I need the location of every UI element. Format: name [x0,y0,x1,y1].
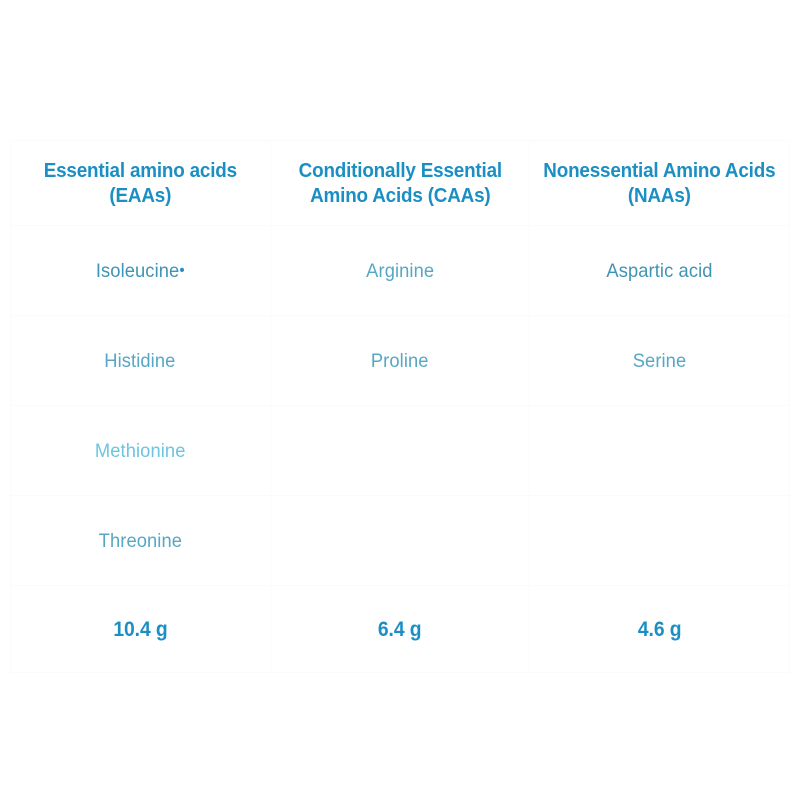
amino-acid-table: Essential amino acids (EAAs) Conditional… [10,140,790,673]
cell-naa-1: Aspartic acid [529,225,790,316]
cell-eaa-3-label: Methionine [95,439,186,462]
cell-eaa-4-label: Threonine [98,529,183,552]
cell-caa-4-empty [269,495,531,586]
bullet-marker-icon: • [179,261,185,279]
totals-row: 10.4 g 6.4 g 4.6 g [10,585,790,673]
cell-naa-1-label: Aspartic acid [606,259,713,282]
total-caa-value: 6.4 g [378,617,422,641]
total-eaa: 10.4 g [10,585,271,673]
total-eaa-value: 10.4 g [113,617,168,641]
table-row: Threonine [10,495,790,586]
cell-caa-1: Arginine [269,225,531,316]
cell-eaa-1-label: Isoleucine• [96,259,185,283]
cell-naa-3-empty [529,405,790,496]
cell-naa-2-label: Serine [632,349,687,372]
amino-acid-table-container: Essential amino acids (EAAs) Conditional… [10,140,790,673]
cell-caa-3-empty [269,405,531,496]
cell-naa-2: Serine [529,315,790,406]
column-header-naa-label: Nonessential Amino Acids (NAAs) [543,159,776,207]
cell-caa-1-label: Arginine [365,259,434,282]
cell-eaa-2-label: Histidine [104,349,176,372]
total-naa-value: 4.6 g [637,617,682,641]
column-header-caa: Conditionally Essential Amino Acids (CAA… [269,140,531,226]
total-naa: 4.6 g [529,585,790,673]
cell-caa-2-label: Proline [371,349,429,372]
cell-eaa-2: Histidine [10,315,271,406]
table-row: Methionine [10,405,790,496]
cell-eaa-1: Isoleucine• [10,225,271,316]
table-row: Isoleucine• Arginine Aspartic acid [10,225,790,316]
cell-naa-4-empty [529,495,790,586]
total-caa: 6.4 g [269,585,531,673]
column-header-caa-label: Conditionally Essential Amino Acids (CAA… [298,159,502,207]
column-header-naa: Nonessential Amino Acids (NAAs) [529,140,790,226]
table-body: Isoleucine• Arginine Aspartic acid Histi… [10,225,790,673]
cell-caa-2: Proline [269,315,531,406]
cell-eaa-1-text: Isoleucine [95,259,180,282]
column-header-eaa-label: Essential amino acids (EAAs) [43,159,237,207]
cell-eaa-3: Methionine [10,405,271,496]
cell-eaa-4: Threonine [10,495,271,586]
header-row: Essential amino acids (EAAs) Conditional… [10,140,790,226]
table-row: Histidine Proline Serine [10,315,790,406]
table-header: Essential amino acids (EAAs) Conditional… [10,140,790,226]
column-header-eaa: Essential amino acids (EAAs) [10,140,271,226]
